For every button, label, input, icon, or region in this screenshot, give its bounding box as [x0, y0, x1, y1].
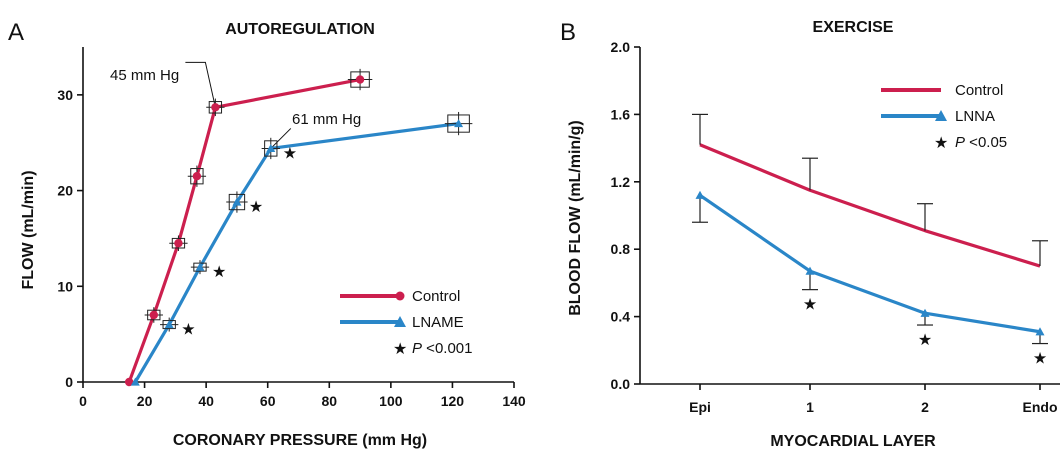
x-tick-label: 20 — [137, 393, 153, 409]
panel-b-x-axis-label: MYOCARDIAL LAYER — [770, 433, 936, 450]
data-point — [195, 262, 205, 271]
y-tick-label: 1.6 — [611, 106, 631, 122]
data-point — [164, 320, 174, 329]
y-tick-label: 10 — [57, 278, 73, 294]
panel-b-letter: B — [560, 19, 576, 46]
data-point — [192, 172, 202, 181]
panel-b: B EXERCISE MYOCARDIAL LAYER BLOOD FLOW (… — [560, 19, 1007, 450]
y-tick-label: 0.0 — [611, 376, 631, 392]
legend-a-treated-marker — [394, 316, 406, 327]
significance-star: ★ — [212, 264, 226, 281]
x-tick-label: Endo — [1023, 399, 1058, 415]
panel-a-annotation-61: 61 mm Hg — [292, 111, 361, 128]
y-tick-label: 20 — [57, 183, 73, 199]
series-line — [127, 77, 361, 383]
panel-a-annotation-45: 45 mm Hg — [110, 67, 179, 84]
significance-star: ★ — [181, 322, 195, 339]
panel-b-legend: Control LNNA ★ P <0.05 — [881, 82, 1007, 152]
data-point — [920, 308, 930, 317]
data-point — [454, 119, 464, 128]
x-tick-label: 60 — [260, 393, 276, 409]
x-tick-label: 120 — [441, 393, 465, 409]
panel-b-y-axis-label: BLOOD FLOW (mL/min/g) — [567, 120, 584, 316]
panel-a-letter: A — [8, 19, 24, 46]
series-line — [699, 193, 1041, 334]
legend-a-star: ★ — [393, 341, 407, 358]
y-tick-label: 30 — [57, 87, 73, 103]
legend-b-treated-marker — [935, 110, 947, 121]
panel-a-plot: 0 20 40 60 80 100 120 140 0 10 20 30 ★ ★ ★ ★ — [57, 47, 526, 409]
legend-a-significance: P <0.001 — [412, 340, 472, 357]
x-tick-label: 1 — [806, 399, 814, 415]
y-tick-label: 1.2 — [611, 174, 631, 190]
data-point — [805, 266, 815, 275]
panel-a: A AUTOREGULATION CORONARY PRESSURE (mm H… — [8, 19, 472, 449]
data-point — [211, 103, 220, 112]
data-point — [695, 190, 705, 199]
x-tick-label: 140 — [502, 393, 526, 409]
legend-b-significance: P <0.05 — [955, 134, 1007, 151]
significance-star: ★ — [803, 297, 817, 314]
panel-a-x-axis-label: CORONARY PRESSURE (mm Hg) — [173, 432, 427, 449]
series-line — [699, 143, 1041, 268]
panel-a-legend: Control LNAME ★ P <0.001 — [340, 288, 472, 358]
data-point — [1035, 327, 1045, 336]
y-tick-label: 0 — [65, 374, 73, 390]
x-tick-label: 40 — [198, 393, 214, 409]
annotation-61-leader — [270, 128, 292, 149]
series-line — [133, 121, 459, 383]
legend-a-control-marker — [395, 291, 405, 301]
legend-a-control-label: Control — [412, 288, 460, 305]
data-point — [149, 310, 159, 320]
x-tick-label: 80 — [321, 393, 337, 409]
x-tick-label: 2 — [921, 399, 929, 415]
data-point — [232, 197, 242, 206]
annotation-45-leader — [185, 61, 216, 108]
panel-b-title: EXERCISE — [813, 19, 894, 36]
y-tick-label: 2.0 — [611, 39, 631, 55]
y-tick-label: 0.8 — [611, 241, 631, 257]
significance-star: ★ — [283, 145, 297, 162]
data-point — [130, 377, 140, 386]
legend-a-treated-label: LNAME — [412, 314, 464, 331]
panel-a-title: AUTOREGULATION — [225, 21, 375, 38]
data-point — [174, 239, 183, 248]
panel-a-y-axis-label: FLOW (mL/min) — [20, 170, 37, 289]
significance-star: ★ — [1033, 351, 1047, 368]
data-point — [124, 377, 134, 387]
legend-b-control-label: Control — [955, 82, 1003, 99]
significance-star: ★ — [249, 199, 263, 216]
x-tick-label: 100 — [379, 393, 403, 409]
data-point — [355, 75, 365, 84]
legend-b-star: ★ — [934, 135, 948, 152]
significance-star: ★ — [918, 332, 932, 349]
x-tick-label: Epi — [689, 399, 711, 415]
x-tick-label: 0 — [79, 393, 87, 409]
y-tick-label: 0.4 — [611, 309, 631, 325]
panel-b-plot: 0.0 0.4 0.8 1.2 1.6 2.0 Epi 1 2 Endo ★ ★ ★ — [611, 39, 1060, 415]
data-point — [266, 143, 276, 153]
legend-b-treated-label: LNNA — [955, 108, 995, 125]
